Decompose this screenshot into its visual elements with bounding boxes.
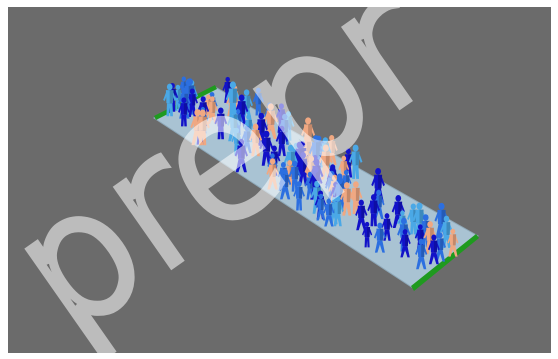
pedestrian-figure: [331, 195, 344, 227]
pedestrian-figure: [206, 96, 218, 124]
pedestrian-figure: [195, 109, 210, 146]
pedestrian-figure: [186, 88, 198, 117]
pedestrian-figure: [323, 198, 335, 227]
pedestrian-figure: [355, 199, 368, 231]
pedestrian-figure: [259, 130, 274, 166]
pedestrian-figure: [362, 221, 373, 248]
pedestrian-figure: [227, 107, 241, 142]
pedestrian-figure: [234, 138, 248, 173]
pedestrian-figure: [178, 97, 190, 127]
scene-canvas: prepr: [8, 7, 479, 353]
pedestrian-crowd: [163, 76, 459, 270]
pedestrian-figure: [373, 222, 386, 253]
pedestrian-figure: [266, 158, 279, 190]
pedestrian-figure: [225, 81, 241, 118]
pedestrian-figure: [348, 144, 363, 179]
pedestrian-figure: [440, 215, 453, 248]
pedestrian-figure: [249, 123, 263, 157]
pedestrian-figure: [293, 181, 305, 211]
pedestrian-figure: [367, 194, 381, 227]
pedestrian-figure: [427, 234, 440, 265]
exit-gate-right: [411, 234, 479, 291]
pedestrian-figure: [278, 168, 292, 200]
pedestrian-figure: [349, 181, 363, 215]
watermark-text: prepr: [8, 7, 466, 353]
pedestrian-figure: [415, 238, 428, 270]
pedestrian-figure: [252, 87, 264, 116]
pedestrian-figure: [296, 151, 310, 186]
pedestrian-figure: [214, 107, 228, 140]
pedestrian-figure: [340, 182, 354, 216]
pedestrian-figure: [399, 229, 411, 258]
pedestrian-figure: [447, 228, 459, 257]
pedestrian-figure: [315, 193, 327, 221]
pedestrian-figure: [275, 125, 288, 157]
simulation-viewport[interactable]: prepr: [8, 7, 551, 353]
pedestrian-figure: [163, 83, 177, 117]
